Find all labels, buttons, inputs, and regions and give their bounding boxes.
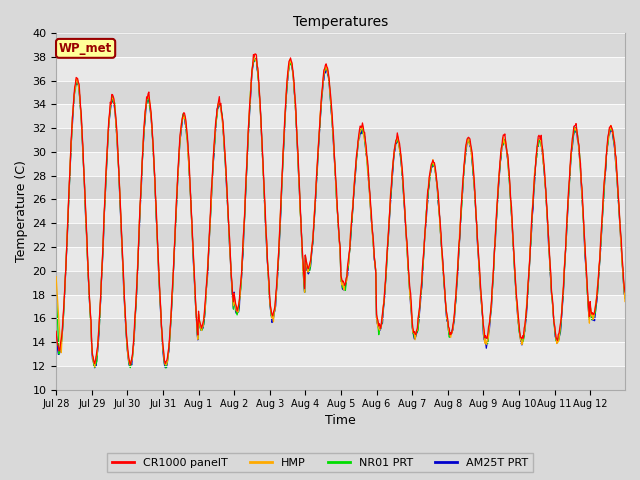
- AM25T PRT: [120, 284, 127, 290]
- AM25T PRT: [275, 254, 282, 260]
- AM25T PRT: [52, 330, 60, 336]
- X-axis label: Time: Time: [325, 414, 356, 427]
- Bar: [56, 366, 625, 390]
- AM25T PRT: [401, 210, 408, 216]
- NR01 PRT: [162, 365, 170, 371]
- NR01 PRT: [225, 214, 232, 220]
- Line: HMP: HMP: [56, 55, 625, 367]
- NR01 PRT: [253, 63, 261, 69]
- Y-axis label: Temperature (C): Temperature (C): [15, 160, 28, 262]
- NR01 PRT: [621, 295, 629, 301]
- AM25T PRT: [91, 365, 99, 371]
- Bar: [56, 152, 625, 176]
- Bar: [56, 295, 625, 318]
- NR01 PRT: [401, 208, 408, 214]
- HMP: [275, 249, 282, 255]
- Title: Temperatures: Temperatures: [293, 15, 388, 29]
- Line: CR1000 panelT: CR1000 panelT: [56, 54, 625, 365]
- CR1000 panelT: [401, 204, 408, 210]
- CR1000 panelT: [127, 362, 134, 368]
- Bar: [56, 342, 625, 366]
- Bar: [56, 128, 625, 152]
- Bar: [56, 247, 625, 271]
- Text: WP_met: WP_met: [59, 42, 112, 55]
- Bar: [56, 33, 625, 57]
- AM25T PRT: [225, 214, 232, 220]
- NR01 PRT: [52, 286, 60, 291]
- CR1000 panelT: [251, 51, 259, 57]
- Bar: [56, 318, 625, 342]
- HMP: [401, 206, 408, 212]
- HMP: [253, 62, 261, 68]
- AM25T PRT: [433, 179, 440, 185]
- CR1000 panelT: [225, 211, 232, 216]
- CR1000 panelT: [253, 62, 261, 68]
- AM25T PRT: [253, 67, 261, 72]
- Bar: [56, 81, 625, 104]
- CR1000 panelT: [621, 289, 629, 295]
- Bar: [56, 104, 625, 128]
- AM25T PRT: [621, 294, 629, 300]
- HMP: [120, 279, 127, 285]
- CR1000 panelT: [52, 328, 60, 334]
- Bar: [56, 223, 625, 247]
- HMP: [225, 212, 232, 217]
- AM25T PRT: [253, 55, 260, 60]
- NR01 PRT: [251, 57, 259, 63]
- Bar: [56, 199, 625, 223]
- CR1000 panelT: [119, 260, 127, 266]
- Legend: CR1000 panelT, HMP, NR01 PRT, AM25T PRT: CR1000 panelT, HMP, NR01 PRT, AM25T PRT: [107, 453, 533, 472]
- Bar: [56, 176, 625, 199]
- Line: NR01 PRT: NR01 PRT: [56, 60, 625, 368]
- Line: AM25T PRT: AM25T PRT: [56, 58, 625, 368]
- CR1000 panelT: [433, 177, 440, 182]
- Bar: [56, 271, 625, 295]
- HMP: [621, 299, 629, 304]
- HMP: [52, 274, 60, 280]
- Bar: [56, 57, 625, 81]
- NR01 PRT: [119, 264, 127, 270]
- HMP: [91, 364, 99, 370]
- NR01 PRT: [433, 179, 440, 184]
- HMP: [433, 179, 440, 185]
- CR1000 panelT: [275, 250, 282, 255]
- HMP: [250, 52, 258, 58]
- NR01 PRT: [275, 253, 282, 259]
